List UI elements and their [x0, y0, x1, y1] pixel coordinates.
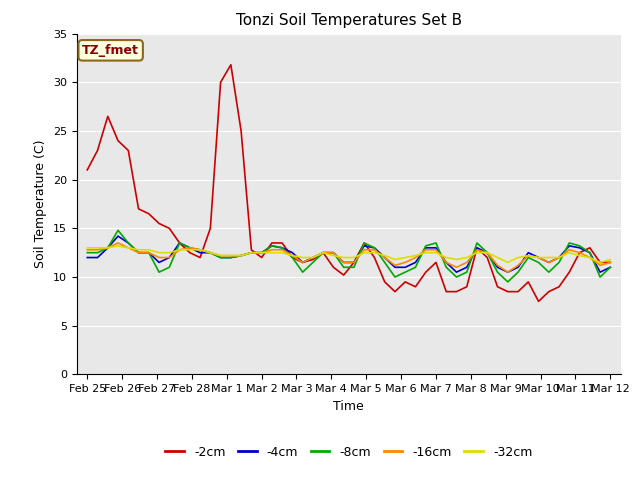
-4cm: [114, 233, 122, 239]
-4cm: [607, 264, 614, 270]
Line: -8cm: -8cm: [87, 230, 611, 282]
-8cm: [114, 228, 122, 233]
-8cm: [83, 250, 91, 255]
X-axis label: Time: Time: [333, 400, 364, 413]
-16cm: [278, 247, 286, 252]
-2cm: [340, 272, 348, 278]
-4cm: [452, 269, 460, 275]
-32cm: [278, 250, 286, 255]
-16cm: [134, 250, 142, 255]
-4cm: [134, 250, 142, 255]
Title: Tonzi Soil Temperatures Set B: Tonzi Soil Temperatures Set B: [236, 13, 462, 28]
-32cm: [504, 260, 511, 265]
-32cm: [412, 253, 419, 259]
-16cm: [504, 269, 511, 275]
Line: -4cm: -4cm: [87, 236, 611, 272]
-16cm: [371, 247, 378, 252]
Text: TZ_fmet: TZ_fmet: [82, 44, 139, 57]
-32cm: [371, 250, 378, 255]
-16cm: [412, 255, 419, 261]
-2cm: [227, 62, 235, 68]
-32cm: [114, 243, 122, 249]
-16cm: [83, 247, 91, 252]
-2cm: [432, 260, 440, 265]
-8cm: [371, 245, 378, 251]
-16cm: [114, 240, 122, 246]
Line: -16cm: -16cm: [87, 243, 611, 272]
-4cm: [432, 245, 440, 251]
-4cm: [83, 255, 91, 261]
-16cm: [340, 260, 348, 265]
-16cm: [607, 260, 614, 265]
-4cm: [340, 260, 348, 265]
-8cm: [504, 279, 511, 285]
Legend: -2cm, -4cm, -8cm, -16cm, -32cm: -2cm, -4cm, -8cm, -16cm, -32cm: [160, 441, 538, 464]
-2cm: [124, 147, 132, 153]
-2cm: [412, 284, 419, 289]
Line: -2cm: -2cm: [87, 65, 611, 301]
-8cm: [607, 264, 614, 270]
-32cm: [340, 255, 348, 261]
-4cm: [412, 260, 419, 265]
-8cm: [432, 240, 440, 246]
-2cm: [83, 167, 91, 173]
-8cm: [340, 264, 348, 270]
Y-axis label: Soil Temperature (C): Soil Temperature (C): [35, 140, 47, 268]
-8cm: [412, 264, 419, 270]
-2cm: [371, 255, 378, 261]
-32cm: [134, 247, 142, 252]
-2cm: [534, 299, 542, 304]
-16cm: [432, 247, 440, 252]
-8cm: [278, 245, 286, 251]
-32cm: [83, 245, 91, 251]
-8cm: [134, 250, 142, 255]
-2cm: [278, 240, 286, 246]
-32cm: [432, 250, 440, 255]
-2cm: [607, 260, 614, 265]
Line: -32cm: -32cm: [87, 246, 611, 263]
-32cm: [607, 257, 614, 263]
-4cm: [371, 245, 378, 251]
-4cm: [278, 245, 286, 251]
